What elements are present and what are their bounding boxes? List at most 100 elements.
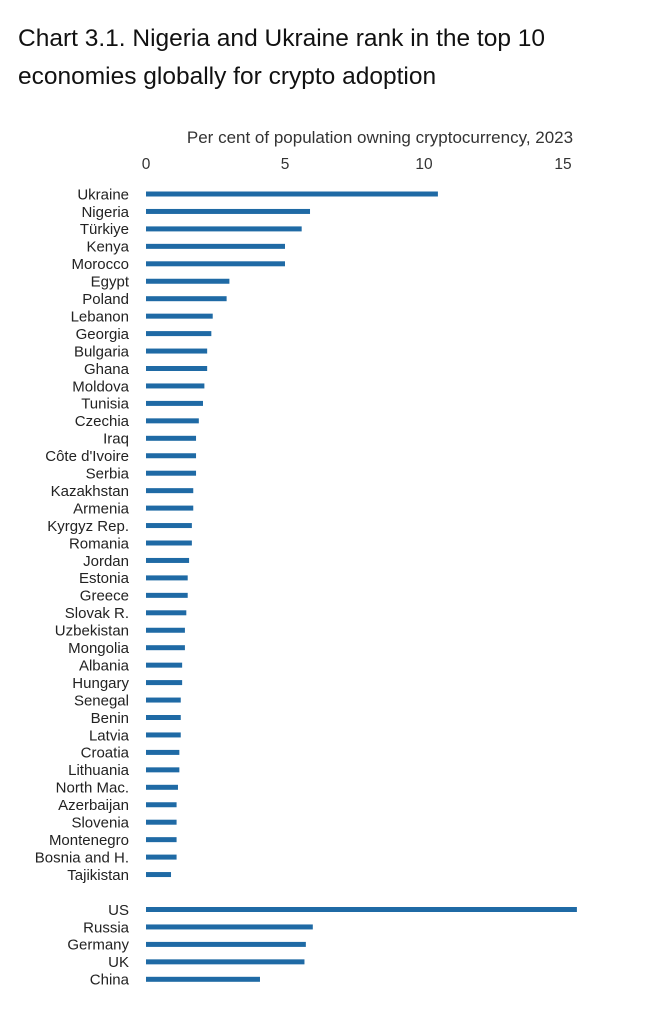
category-label: Tunisia [81, 396, 129, 413]
x-axis-title: Per cent of population owning cryptocurr… [187, 128, 573, 147]
bar [146, 924, 313, 930]
category-label: Ghana [84, 361, 130, 378]
bar [146, 907, 577, 912]
category-label: Armenia [73, 500, 130, 517]
bar [146, 557, 190, 563]
category-label: Türkiye [80, 221, 129, 238]
bar [146, 505, 194, 511]
category-label: Albania [79, 657, 130, 674]
bar [146, 784, 178, 790]
category-label: Czechia [75, 413, 130, 430]
category-label: Lebanon [71, 308, 129, 325]
category-label: Greece [80, 588, 129, 605]
category-label: Kazakhstan [51, 483, 129, 500]
bar [146, 400, 203, 406]
category-label: Bulgaria [74, 343, 130, 360]
bar [146, 523, 192, 529]
bar [146, 959, 305, 965]
category-label: Bosnia and H. [35, 849, 129, 866]
category-label: Croatia [81, 745, 130, 762]
category-label: Egypt [91, 274, 130, 291]
category-label: UK [108, 954, 129, 971]
bar [146, 575, 188, 581]
category-label: Morocco [71, 256, 129, 273]
x-tick-label: 15 [554, 156, 571, 173]
bar [146, 837, 177, 843]
bar [146, 941, 306, 947]
bar [146, 610, 187, 616]
category-label: Uzbekistan [55, 623, 129, 640]
x-tick-label: 10 [415, 156, 433, 173]
bar [146, 715, 181, 720]
bar [146, 313, 213, 319]
bar [146, 191, 438, 197]
category-label: Azerbaijan [58, 797, 129, 814]
category-label: Russia [83, 919, 130, 936]
category-label: Latvia [89, 727, 130, 744]
x-tick-label: 0 [142, 156, 151, 173]
bar [146, 243, 285, 249]
category-label: Ukraine [77, 186, 129, 203]
category-label: Côte d'Ivoire [45, 448, 129, 465]
category-label: Estonia [79, 570, 130, 587]
bar [146, 366, 208, 371]
x-axis-ticks: 0 5 10 15 [142, 156, 572, 173]
bar [146, 331, 212, 337]
bar [146, 592, 188, 598]
bar [146, 435, 197, 441]
bar [146, 627, 185, 633]
bar [146, 749, 180, 755]
category-label: Iraq [103, 431, 129, 448]
category-label: Slovak R. [65, 605, 129, 622]
bar [146, 226, 302, 232]
bar [146, 540, 192, 546]
bar [146, 418, 199, 424]
bar [146, 296, 227, 302]
bar [146, 278, 230, 284]
bar [146, 662, 183, 668]
category-label: Tajikistan [67, 867, 129, 884]
category-label: Kyrgyz Rep. [47, 518, 129, 535]
category-label: China [90, 972, 130, 989]
category-label: Jordan [83, 553, 129, 570]
bar [146, 348, 208, 354]
category-label: Serbia [86, 466, 130, 483]
category-label: Kenya [86, 239, 129, 256]
bar [146, 680, 183, 686]
bars [146, 191, 577, 982]
bar [146, 261, 285, 267]
category-label: Georgia [76, 326, 130, 343]
category-label: Lithuania [68, 762, 130, 779]
category-label: Hungary [72, 675, 129, 692]
chart-title: Chart 3.1. Nigeria and Ukraine rank in t… [18, 25, 546, 90]
category-label: Benin [91, 710, 129, 727]
category-label: Senegal [74, 692, 129, 709]
category-labels: UkraineNigeriaTürkiyeKenyaMoroccoEgyptPo… [35, 186, 130, 988]
bar [146, 208, 311, 214]
bar [146, 383, 205, 389]
bar [146, 802, 177, 808]
bar [146, 470, 197, 476]
category-label: Poland [82, 291, 129, 308]
bar [146, 697, 181, 703]
bar [146, 819, 177, 825]
bar [146, 453, 197, 459]
category-label: Montenegro [49, 832, 129, 849]
bar [146, 488, 194, 494]
bar [146, 976, 260, 982]
bar [146, 767, 180, 773]
bar [146, 854, 177, 860]
bar [146, 732, 181, 738]
category-label: Germany [67, 937, 129, 954]
bar [146, 645, 185, 651]
category-label: Mongolia [68, 640, 130, 657]
category-label: Slovenia [71, 815, 129, 832]
bar [146, 872, 172, 878]
category-label: North Mac. [56, 780, 129, 797]
category-label: US [108, 902, 129, 919]
category-label: Romania [69, 535, 130, 552]
x-tick-label: 5 [281, 156, 290, 173]
category-label: Nigeria [81, 204, 129, 221]
category-label: Moldova [72, 378, 129, 395]
